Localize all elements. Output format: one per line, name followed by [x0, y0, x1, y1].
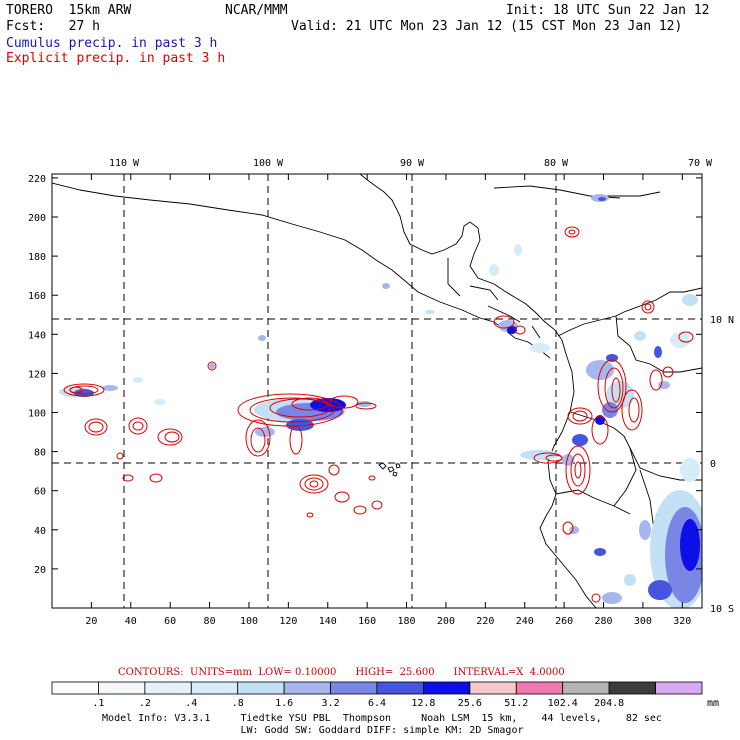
lat-label-10n: 10 N: [710, 315, 734, 326]
y-tick-label: 200: [28, 213, 46, 224]
colorbar-swatch: [376, 681, 424, 695]
x-tick-label: 220: [476, 616, 494, 627]
y-tick-label: 60: [34, 487, 46, 498]
colorbar-swatch: [144, 681, 192, 695]
init-time: Init: 18 UTC Sun 22 Jan 12: [506, 3, 710, 18]
colorbar-swatch: [515, 681, 564, 695]
y-tick-label: 20: [34, 565, 46, 576]
model-info-line1: Model Info: V3.3.1 Tiedtke YSU PBL Thomp…: [102, 713, 662, 724]
x-tick-label: 140: [319, 616, 337, 627]
x-tick-label: 260: [555, 616, 573, 627]
colorbar-unit: mm: [707, 698, 719, 709]
coastlines: [52, 174, 702, 608]
x-tick-label: 240: [516, 616, 534, 627]
colorbar-tick-label: .2: [139, 698, 151, 709]
colorbar-swatch: [283, 681, 331, 695]
colorbar-tick-label: 51.2: [504, 698, 528, 709]
y-tick-label: 160: [28, 291, 46, 302]
plot-frame: [51, 173, 703, 609]
x-axis-labels: 20 40 60 80 100 120 140 160 180 200 220 240 260 280 30…: [85, 616, 691, 627]
explicit-precip-contours: [63, 226, 694, 603]
colorbar-swatch: [51, 681, 99, 695]
y-tick-label: 40: [34, 526, 46, 537]
lat-label-10s: 10 S: [710, 604, 734, 615]
x-tick-label: 160: [358, 616, 376, 627]
x-tick-label: 300: [634, 616, 652, 627]
colorbar-swatch: [655, 681, 703, 695]
y-tick-label: 140: [28, 330, 46, 341]
tick-marks: [52, 174, 702, 608]
contour-caption: CONTOURS: UNITS=mm LOW= 0.10000 HIGH= 25…: [118, 667, 565, 678]
cumulus-legend: Cumulus precip. in past 3 h: [6, 36, 218, 51]
colorbar-tick-label: .8: [232, 698, 244, 709]
lon-label-90w: 90 W: [400, 158, 425, 169]
graticule: [52, 174, 702, 608]
model-title: TORERO 15km ARW: [6, 3, 132, 18]
x-tick-label: 180: [398, 616, 416, 627]
colorbar-labels: .1 .2 .4 .8 1.6 3.2 6.4 12.8 25.6 51.2 102.4 204.8: [92, 698, 624, 709]
x-tick-label: 320: [673, 616, 691, 627]
y-tick-label: 120: [28, 369, 46, 380]
colorbar-tick-label: 1.6: [275, 698, 293, 709]
x-tick-label: 120: [279, 616, 297, 627]
colorbar-tick-label: 25.6: [458, 698, 482, 709]
map-layer: [52, 174, 702, 608]
center-label: NCAR/MMM: [225, 3, 288, 18]
colorbar-tick-label: 12.8: [411, 698, 435, 709]
colorbar-swatch: [423, 681, 471, 695]
colorbar-swatch: [608, 681, 656, 695]
lon-label-100w: 100 W: [253, 158, 284, 169]
y-tick-label: 180: [28, 252, 46, 263]
x-tick-label: 280: [594, 616, 612, 627]
y-tick-label: 100: [28, 409, 46, 420]
x-tick-label: 40: [125, 616, 137, 627]
cumulus-precip-areas: [59, 194, 702, 608]
lon-label-70w: 70 W: [688, 158, 713, 169]
colorbar-swatch: [237, 681, 285, 695]
y-tick-label: 80: [34, 448, 46, 459]
colorbar: [51, 681, 703, 695]
colorbar-tick-label: 3.2: [322, 698, 340, 709]
colorbar-swatch: [562, 681, 610, 695]
lon-label-80w: 80 W: [544, 158, 569, 169]
colorbar-swatch: [98, 681, 146, 695]
colorbar-swatch: [330, 681, 378, 695]
colorbar-swatch: [190, 681, 239, 695]
lat-label-eq: 0: [710, 459, 716, 470]
colorbar-tick-label: .4: [185, 698, 197, 709]
colorbar-swatch: [469, 681, 517, 695]
lon-label-110w: 110 W: [109, 158, 140, 169]
colorbar-tick-label: 102.4: [548, 698, 578, 709]
colorbar-tick-label: .1: [92, 698, 104, 709]
explicit-legend: Explicit precip. in past 3 h: [6, 51, 226, 66]
forecast-hour: Fcst: 27 h: [6, 19, 100, 34]
x-tick-label: 80: [204, 616, 216, 627]
x-tick-label: 20: [85, 616, 97, 627]
model-info-line2: LW: Godd SW: Goddard DIFF: simple KM: 2D…: [240, 725, 524, 736]
colorbar-tick-label: 6.4: [368, 698, 386, 709]
valid-time: Valid: 21 UTC Mon 23 Jan 12 (15 CST Mon …: [291, 19, 683, 34]
x-tick-label: 200: [437, 616, 455, 627]
x-tick-label: 100: [240, 616, 258, 627]
x-tick-label: 60: [164, 616, 176, 627]
colorbar-tick-label: 204.8: [594, 698, 624, 709]
y-axis-labels: 220 200 180 160 140 120 100 80 60 40 20: [28, 174, 46, 576]
y-tick-label: 220: [28, 174, 46, 185]
